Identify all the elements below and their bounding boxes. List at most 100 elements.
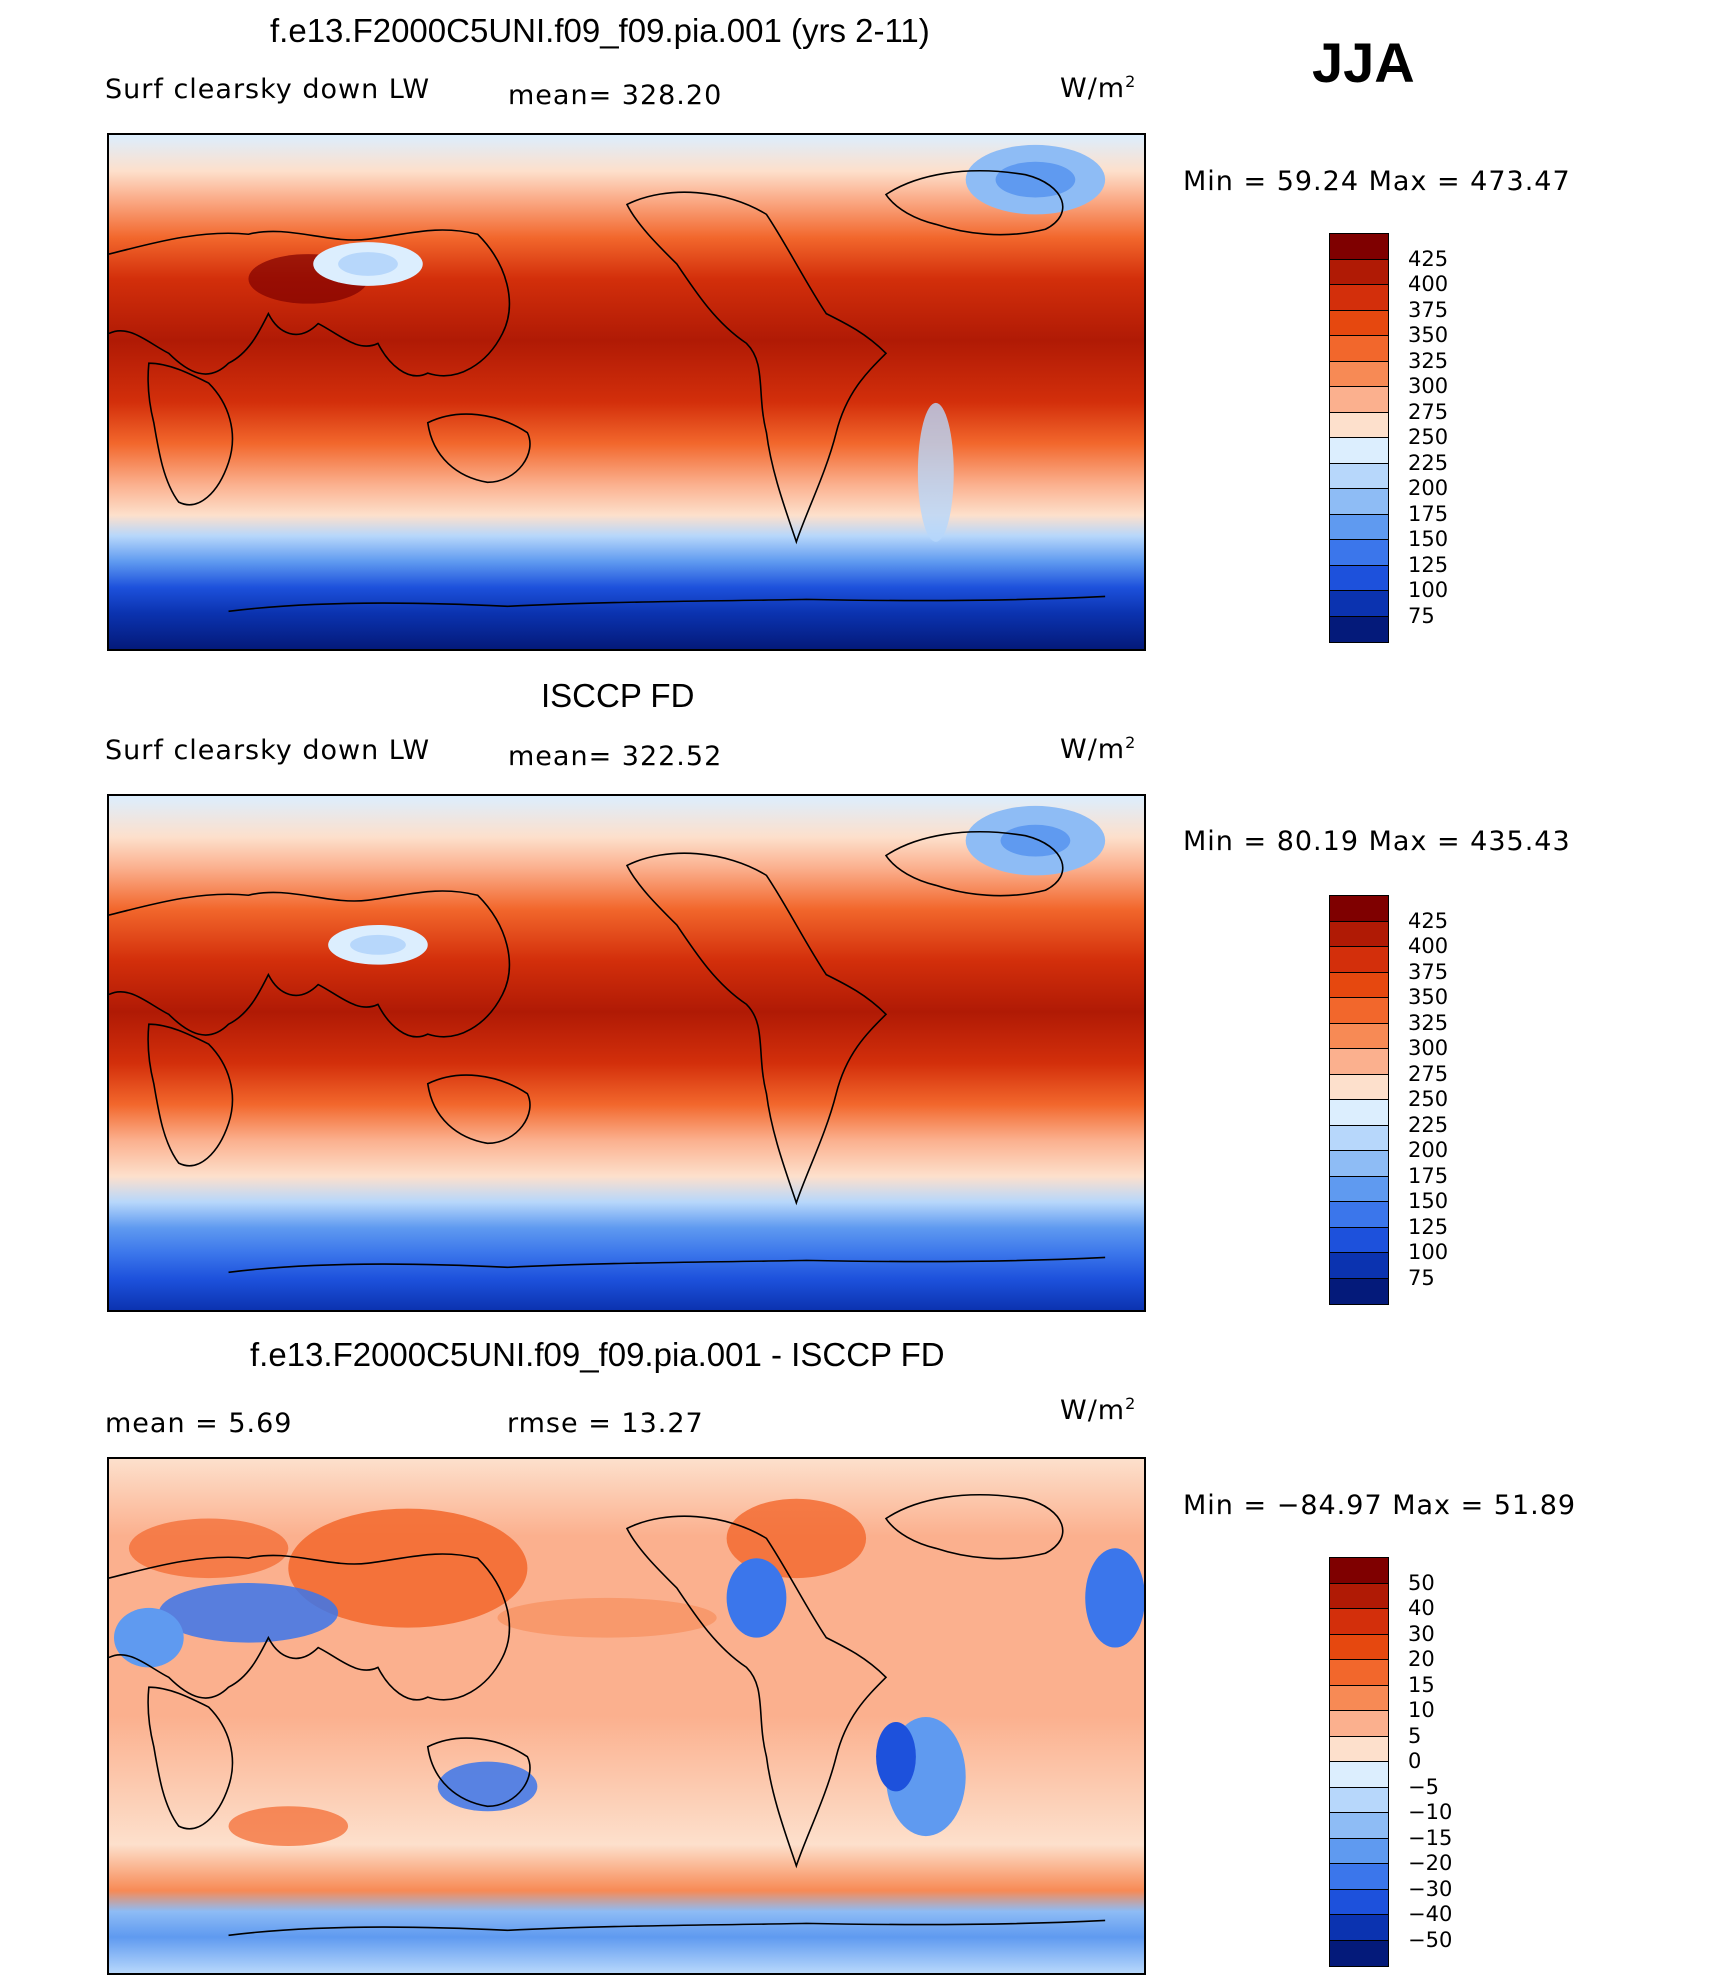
colorbar-cell [1330,463,1388,489]
colorbar-level-label: 200 [1408,1138,1449,1163]
colorbar-level-label: 0 [1408,1749,1422,1774]
panel2-units: W/m2 [1060,733,1137,765]
panel1-variable: Surf clearsky down LW [105,74,431,105]
colorbar-cell [1330,1253,1388,1279]
colorbar-cell [1330,972,1388,998]
panel3-mean: mean = 5.69 [105,1408,293,1439]
panel2-map [107,794,1146,1312]
colorbar-level-label: 400 [1408,934,1449,959]
colorbar-level-label: −50 [1408,1927,1453,1952]
colorbar-level-label: 425 [1408,908,1449,933]
colorbar-cell [1330,1940,1388,1966]
panel2-variable: Surf clearsky down LW [105,735,431,766]
colorbar-cell [1330,1278,1388,1304]
colorbar-cell [1330,1125,1388,1151]
colorbar-cell [1330,1176,1388,1202]
colorbar-level-label: 20 [1408,1647,1435,1672]
colorbar-cell [1330,1202,1388,1228]
colorbar-level-label: 250 [1408,1087,1449,1112]
panel2-title: ISCCP FD [541,677,695,714]
colorbar-cell [1330,1074,1388,1100]
colorbar-level-label: 50 [1408,1570,1435,1595]
colorbar-level-label: 425 [1408,246,1449,271]
colorbar-level-label: 150 [1408,527,1449,552]
colorbar-level-label: 100 [1408,578,1449,603]
colorbar-cell [1330,947,1388,973]
colorbar-cell [1330,1023,1388,1049]
colorbar-cell [1330,285,1388,311]
colorbar-level-label: 275 [1408,1061,1449,1086]
colorbar-level-label: 350 [1408,323,1449,348]
colorbar-cell [1330,921,1388,947]
colorbar-level-label: 350 [1408,985,1449,1010]
colorbar-level-label: 400 [1408,272,1449,297]
colorbar-cell [1330,616,1388,642]
colorbar-cell [1330,591,1388,617]
season-label: JJA [1312,31,1415,94]
colorbar-cell [1330,438,1388,464]
colorbar-cell [1330,514,1388,540]
colorbar-cell [1330,361,1388,387]
colorbar-level-label: −20 [1408,1851,1453,1876]
colorbar-cell [1330,1711,1388,1737]
colorbar-level-label: 75 [1408,603,1435,628]
colorbar-cell [1330,1227,1388,1253]
colorbar-level-label: 300 [1408,1036,1449,1061]
colorbar-level-label: 15 [1408,1672,1435,1697]
colorbar-cell [1330,1915,1388,1941]
colorbar-level-label: −30 [1408,1876,1453,1901]
panel1-mean: mean= 328.20 [508,80,723,111]
colorbar-level-label: 250 [1408,425,1449,450]
colorbar-level-label: 325 [1408,1010,1449,1035]
colorbar-cell [1330,387,1388,413]
panel1-map [107,133,1146,651]
colorbar-level-label: 375 [1408,959,1449,984]
colorbar-level-label: 125 [1408,552,1449,577]
colorbar-cell [1330,1864,1388,1890]
colorbar-level-label: 40 [1408,1596,1435,1621]
colorbar-cell [1330,1762,1388,1788]
panel3-units: W/m2 [1060,1394,1137,1426]
colorbar-level-label: 325 [1408,348,1449,373]
colorbar-cell [1330,1151,1388,1177]
panel1-units: W/m2 [1060,72,1137,104]
colorbar-level-label: 5 [1408,1723,1422,1748]
colorbar-cell [1330,1100,1388,1126]
colorbar-cell [1330,1049,1388,1075]
panel2-colorbar [1329,895,1389,1305]
colorbar-level-label: 150 [1408,1189,1449,1214]
panel3-minmax: Min = −84.97 Max = 51.89 [1183,1490,1577,1521]
colorbar-level-label: 175 [1408,501,1449,526]
panel3-rmse: rmse = 13.27 [507,1408,704,1439]
colorbar-level-label: 225 [1408,450,1449,475]
panel1-title: f.e13.F2000C5UNI.f09_f09.pia.001 (yrs 2-… [270,12,930,49]
colorbar-cell [1330,1813,1388,1839]
colorbar-cell [1330,412,1388,438]
colorbar-cell [1330,310,1388,336]
colorbar-level-label: 375 [1408,297,1449,322]
colorbar-cell [1330,489,1388,515]
colorbar-cell [1330,336,1388,362]
colorbar-cell [1330,565,1388,591]
colorbar-cell [1330,1889,1388,1915]
colorbar-cell [1330,1838,1388,1864]
colorbar-cell [1330,1634,1388,1660]
colorbar-cell [1330,259,1388,285]
panel3-title: f.e13.F2000C5UNI.f09_f09.pia.001 - ISCCP… [250,1336,945,1373]
colorbar-level-label: −5 [1408,1774,1439,1799]
colorbar-cell [1330,1736,1388,1762]
colorbar-level-label: 175 [1408,1163,1449,1188]
colorbar-cell [1330,998,1388,1024]
panel2-mean: mean= 322.52 [508,741,723,772]
panel3-map [107,1457,1146,1975]
colorbar-level-label: 10 [1408,1698,1435,1723]
colorbar-cell [1330,234,1388,260]
panel3-colorbar [1329,1557,1389,1967]
colorbar-level-label: 275 [1408,399,1449,424]
colorbar-level-label: 200 [1408,476,1449,501]
colorbar-level-label: 225 [1408,1112,1449,1137]
panel1-minmax: Min = 59.24 Max = 473.47 [1183,166,1571,197]
colorbar-cell [1330,1558,1388,1584]
colorbar-cell [1330,1583,1388,1609]
panel2-minmax: Min = 80.19 Max = 435.43 [1183,826,1571,857]
